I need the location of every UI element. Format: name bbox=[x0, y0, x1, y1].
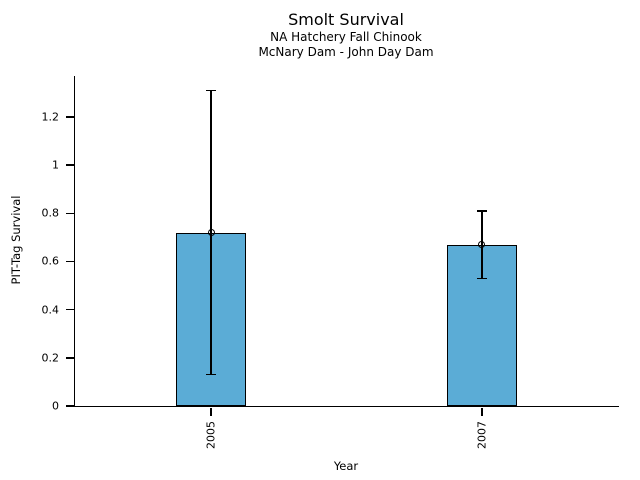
chart-subtitle-line2: McNary Dam - John Day Dam bbox=[258, 44, 434, 59]
y-axis-tick-label: 0.8 bbox=[41, 206, 60, 220]
error-bar-cap-bottom bbox=[206, 373, 216, 376]
chart-title: Smolt Survival bbox=[288, 10, 404, 29]
plot-area: 0 0.2 0.4 0.6 0.8 1 1.2 2005 2007 bbox=[42, 76, 619, 449]
x-axis-tick-label: 2005 bbox=[204, 421, 218, 449]
y-axis-tick bbox=[65, 212, 74, 215]
y-axis-label: PIT-Tag Survival bbox=[9, 195, 23, 285]
y-axis-tick bbox=[65, 116, 74, 118]
x-axis-tick bbox=[210, 407, 212, 416]
y-axis-tick bbox=[65, 260, 74, 263]
x-axis-tick bbox=[481, 407, 483, 416]
y-axis-tick-label: 0.4 bbox=[41, 303, 60, 317]
y-axis-tick bbox=[65, 164, 74, 166]
y-axis-tick-label: 1 bbox=[52, 158, 59, 172]
y-axis-tick-label: 0.2 bbox=[41, 351, 60, 365]
point-marker bbox=[478, 241, 486, 249]
y-axis-tick bbox=[65, 405, 74, 407]
y-axis-tick-label: 0 bbox=[52, 399, 59, 413]
y-axis-tick bbox=[65, 357, 74, 359]
chart-titles: Smolt Survival NA Hatchery Fall Chinook … bbox=[74, 10, 618, 59]
error-bar-cap-top bbox=[476, 210, 487, 212]
x-axis-label: Year bbox=[333, 459, 359, 473]
y-axis-tick-label: 0.6 bbox=[41, 254, 60, 268]
x-axis-tick-label: 2007 bbox=[475, 421, 489, 449]
y-axis-tick-label: 1.2 bbox=[41, 110, 60, 124]
chart-subtitle-line1: NA Hatchery Fall Chinook bbox=[270, 30, 422, 44]
point-marker bbox=[207, 229, 215, 237]
error-bar-cap-top bbox=[206, 89, 216, 92]
y-axis-tick bbox=[65, 308, 74, 311]
error-bar-cap-bottom bbox=[476, 277, 487, 280]
